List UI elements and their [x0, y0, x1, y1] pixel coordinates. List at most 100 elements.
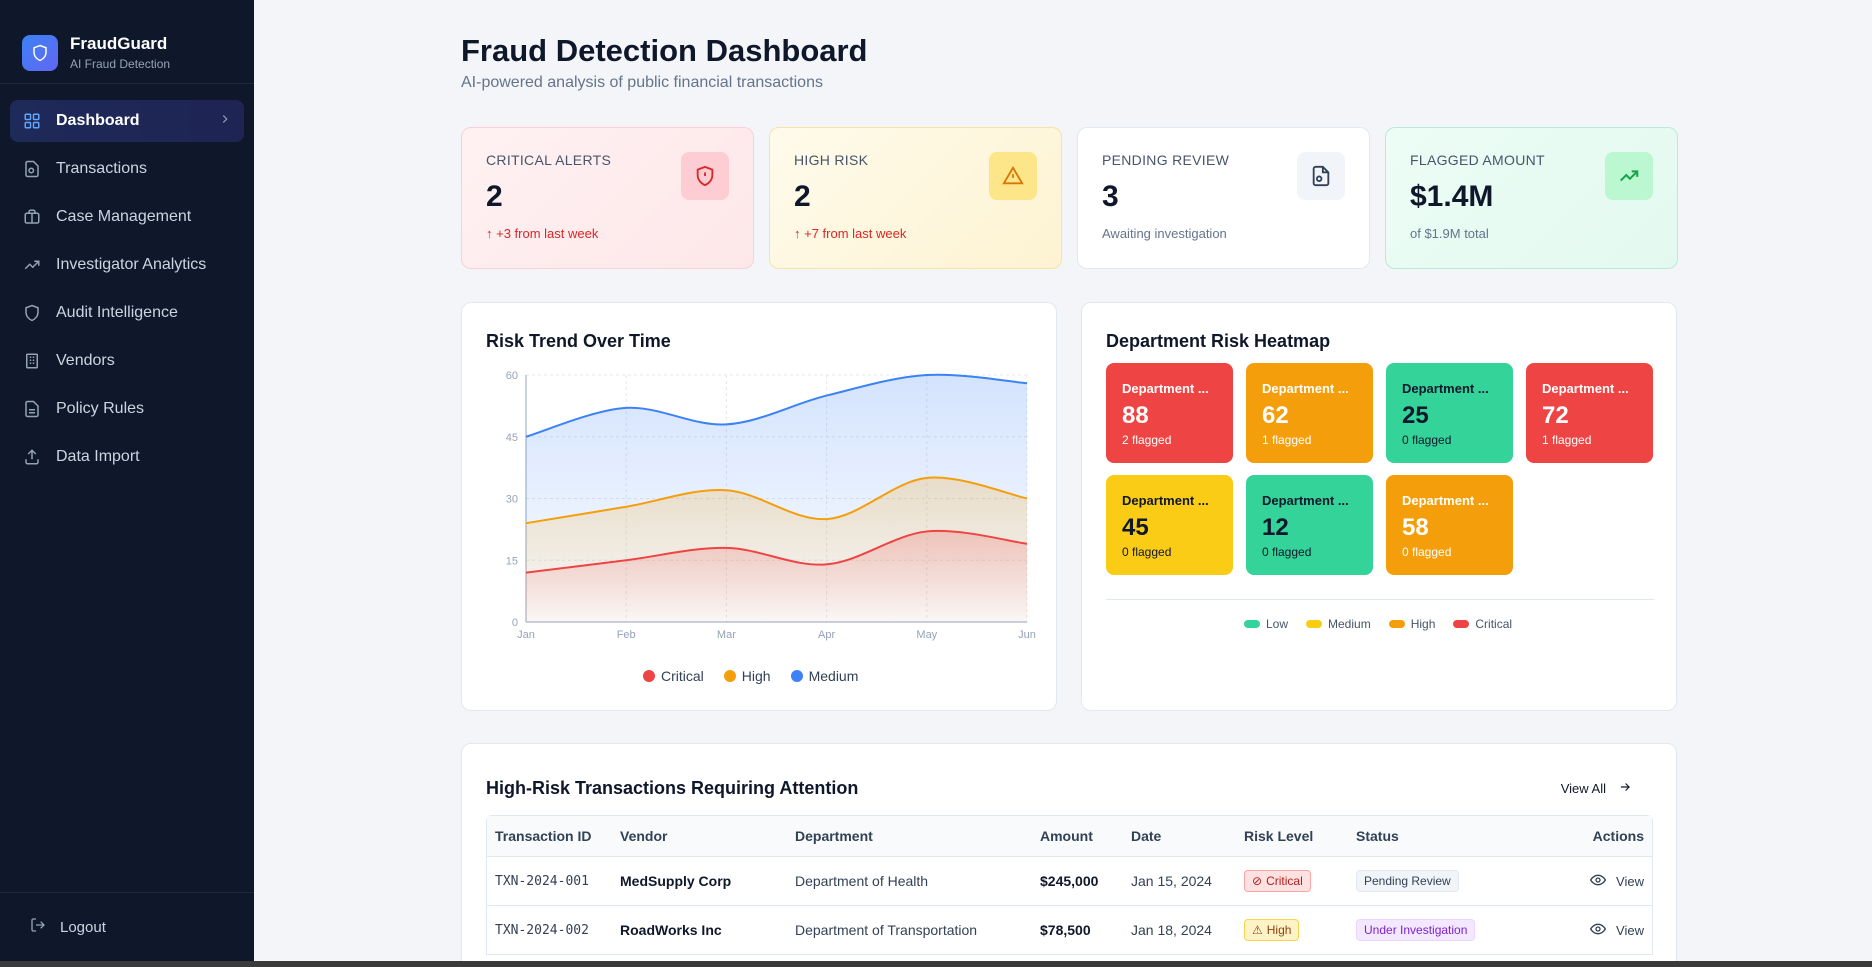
legend-label: Critical: [661, 668, 704, 684]
risk-level-cell: ⊘ Critical: [1244, 870, 1356, 892]
sidebar-item-investigator-analytics[interactable]: Investigator Analytics: [10, 244, 244, 286]
heatmap-tile[interactable]: Department ... 12 0 flagged: [1246, 475, 1373, 575]
legend-item-medium[interactable]: Medium: [790, 668, 858, 684]
heatmap-tile[interactable]: Department ... 62 1 flagged: [1246, 363, 1373, 463]
sidebar-item-label: Investigator Analytics: [56, 256, 207, 273]
series-line-medium: [525, 373, 1028, 438]
y-tick-label: 60: [506, 370, 518, 382]
risk-score: 12: [1262, 514, 1289, 541]
stat-note: of $1.9M total: [1410, 226, 1489, 241]
risk-score: 62: [1262, 402, 1289, 429]
department-name: Department ...: [1402, 493, 1489, 508]
sidebar-item-data-import[interactable]: Data Import: [10, 436, 244, 478]
sidebar-item-transactions[interactable]: Transactions: [10, 148, 244, 190]
department-name: Department ...: [1122, 381, 1209, 396]
department-name: Department ...: [1542, 381, 1629, 396]
sidebar: FraudGuard AI Fraud Detection Dashboard …: [0, 0, 254, 961]
divider: [1106, 599, 1654, 600]
legend-label: Low: [1266, 617, 1289, 631]
table-row[interactable]: TXN-2024-002 RoadWorks Inc Department of…: [487, 906, 1652, 955]
department-name: Department of Transportation: [795, 922, 978, 938]
eye-icon: [1589, 872, 1607, 891]
heatmap-tile[interactable]: Department ... 45 0 flagged: [1106, 475, 1233, 575]
table-row[interactable]: TXN-2024-001 MedSupply Corp Department o…: [487, 857, 1652, 906]
legend-swatch: [723, 670, 736, 682]
view-label: View: [1616, 922, 1644, 938]
heatmap-tile[interactable]: Department ... 58 0 flagged: [1386, 475, 1513, 575]
stat-value: 3: [1102, 180, 1119, 213]
view-label: View: [1616, 873, 1644, 889]
heatmap-legend: Low Medium High Critical: [1244, 617, 1512, 631]
logout-label: Logout: [60, 918, 106, 936]
department-name: Department of Health: [795, 873, 929, 889]
x-tick-label: Apr: [818, 629, 835, 641]
legend-item-high[interactable]: High: [723, 668, 771, 684]
legend-swatch: [1244, 620, 1260, 628]
sidebar-nav: Dashboard Transactions Case Management I…: [0, 84, 254, 500]
transaction-id: TXN-2024-001: [495, 873, 589, 889]
file-search-icon: [1297, 152, 1345, 200]
view-all-label: View All: [1560, 781, 1606, 796]
y-tick-label: 30: [506, 494, 518, 506]
view-all-button[interactable]: View All: [1561, 780, 1632, 797]
column-header[interactable]: Risk Level: [1244, 828, 1314, 844]
flagged-count: 1 flagged: [1542, 433, 1592, 447]
warning-triangle-icon: [989, 152, 1037, 200]
risk-trend-chart: 0 15 30 45 60 Jan Feb Mar Apr May Jun: [506, 370, 1036, 641]
view-button[interactable]: View: [1589, 872, 1644, 891]
column-header[interactable]: Vendor: [620, 828, 668, 844]
x-tick-label: May: [916, 629, 937, 641]
vendor-name: MedSupply Corp: [620, 873, 732, 889]
column-header[interactable]: Date: [1131, 828, 1162, 844]
series-line-critical: [525, 529, 1028, 574]
column-header[interactable]: Transaction ID: [495, 828, 592, 844]
shield-icon: [22, 303, 42, 323]
trending-up-icon: [1605, 152, 1653, 200]
shield-icon: [22, 34, 58, 71]
grid-icon: [22, 111, 42, 131]
sidebar-item-vendors[interactable]: Vendors: [10, 340, 244, 382]
transactions-title: High-Risk Transactions Requiring Attenti…: [486, 778, 859, 798]
table-header-row: Transaction ID Vendor Department Amount …: [487, 816, 1652, 857]
date: Jan 18, 2024: [1131, 922, 1212, 938]
department-name: Department ...: [1262, 493, 1349, 508]
heatmap-card: Department Risk Heatmap Department ... 88…: [1081, 302, 1677, 711]
legend-item-critical[interactable]: Critical: [643, 668, 704, 684]
sidebar-item-case-management[interactable]: Case Management: [10, 196, 244, 238]
column-header[interactable]: Department: [795, 828, 873, 844]
warning-triangle-icon: ⚠: [1252, 923, 1263, 937]
legend-swatch: [790, 670, 803, 682]
amount: $245,000: [1040, 873, 1099, 889]
brand-subtitle: AI Fraud Detection: [70, 57, 171, 71]
risk-label: Critical: [1266, 874, 1303, 888]
flagged-count: 0 flagged: [1262, 545, 1312, 559]
column-header[interactable]: Status: [1356, 828, 1399, 844]
logout-button[interactable]: Logout: [0, 892, 254, 961]
brand-name: FraudGuard: [70, 34, 168, 53]
risk-score: 88: [1122, 402, 1149, 429]
x-tick-label: Jun: [1018, 629, 1036, 641]
transactions-table: Transaction ID Vendor Department Amount …: [486, 815, 1653, 955]
actions-cell: View: [1516, 872, 1652, 891]
page-subtitle: AI-powered analysis of public financial …: [461, 74, 823, 91]
heatmap-tile[interactable]: Department ... 88 2 flagged: [1106, 363, 1233, 463]
building-icon: [22, 351, 42, 371]
column-header[interactable]: Amount: [1040, 828, 1093, 844]
sidebar-item-policy-rules[interactable]: Policy Rules: [10, 388, 244, 430]
heatmap-tile[interactable]: Department ... 72 1 flagged: [1526, 363, 1653, 463]
sidebar-item-label: Data Import: [56, 448, 140, 465]
heatmap-title: Department Risk Heatmap: [1106, 331, 1331, 351]
stat-label: PENDING REVIEW: [1102, 152, 1230, 168]
actions-cell: View: [1516, 921, 1652, 940]
legend-item-medium: Medium: [1306, 617, 1371, 631]
sidebar-item-dashboard[interactable]: Dashboard: [10, 100, 244, 142]
heatmap-tile[interactable]: Department ... 25 0 flagged: [1386, 363, 1513, 463]
view-button[interactable]: View: [1589, 921, 1644, 940]
chevron-right-icon: [218, 112, 232, 131]
status-badge: Pending Review: [1356, 870, 1459, 892]
stat-card-flagged-amount: FLAGGED AMOUNT $1.4M of $1.9M total: [1385, 127, 1678, 269]
stat-note: ↑ +7 from last week: [794, 226, 907, 241]
sidebar-item-label: Audit Intelligence: [56, 304, 178, 321]
risk-badge: ⚠ High: [1244, 919, 1300, 941]
sidebar-item-audit-intelligence[interactable]: Audit Intelligence: [10, 292, 244, 334]
